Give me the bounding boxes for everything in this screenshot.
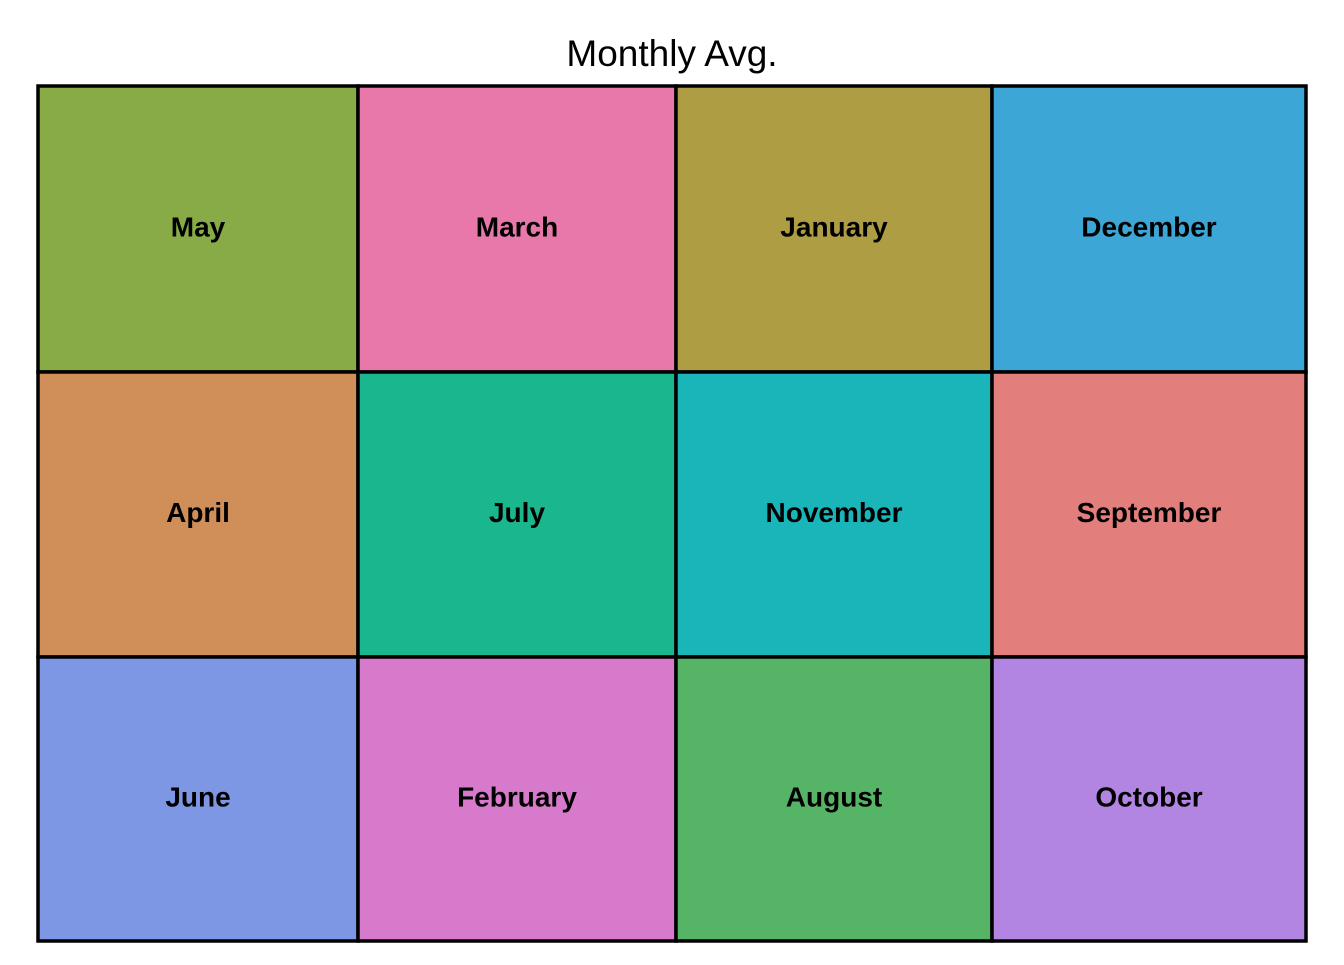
- chart-title: Monthly Avg.: [566, 33, 777, 74]
- tile-label-may: May: [171, 211, 226, 242]
- tile-july: [356, 370, 678, 659]
- tile-label-september: September: [1077, 497, 1222, 528]
- tile-label-april: April: [166, 497, 230, 528]
- tiles-layer: [36, 84, 1308, 943]
- tile-label-july: July: [489, 497, 545, 528]
- tile-april: [36, 370, 360, 659]
- tile-label-october: October: [1095, 781, 1202, 812]
- tile-label-march: March: [476, 211, 558, 242]
- tile-november: [674, 370, 994, 659]
- tile-march: [356, 84, 678, 374]
- tile-label-november: November: [766, 497, 903, 528]
- tile-label-june: June: [165, 781, 230, 812]
- tile-february: [356, 655, 678, 943]
- labels-layer: May April June March July February January Nove…: [165, 211, 1221, 812]
- tile-september: [990, 370, 1308, 659]
- tile-may: [36, 84, 360, 374]
- tile-label-december: December: [1081, 211, 1217, 242]
- tile-label-january: January: [780, 211, 888, 242]
- tile-october: [990, 655, 1308, 943]
- tile-december: [990, 84, 1308, 374]
- tile-label-august: August: [786, 781, 882, 812]
- tile-august: [674, 655, 994, 943]
- tile-label-february: February: [457, 781, 577, 812]
- tile-june: [36, 655, 360, 943]
